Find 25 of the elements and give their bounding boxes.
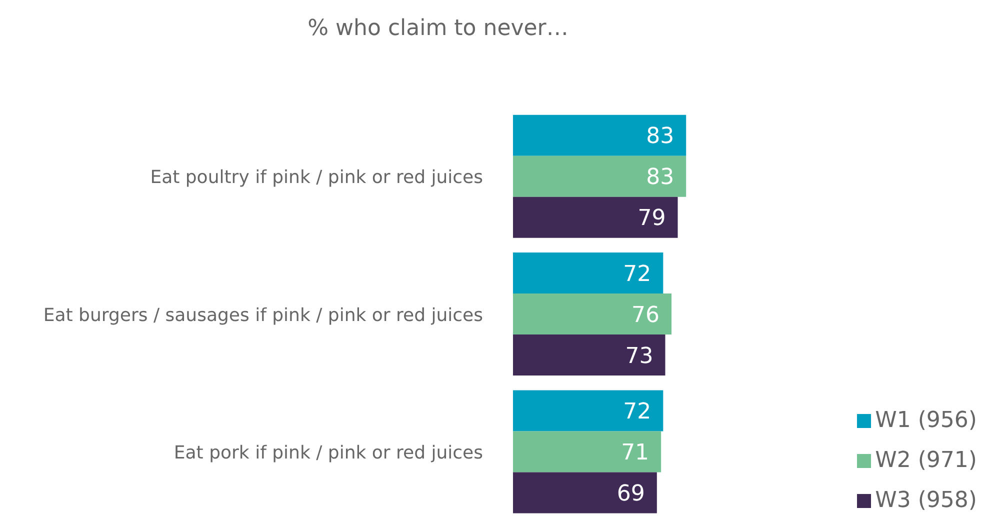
bar [513, 294, 672, 335]
bar [513, 252, 664, 294]
bar [513, 334, 666, 376]
legend-label: W2 (971) [875, 448, 977, 473]
data-label: 72 [623, 400, 652, 425]
data-label: 83 [646, 165, 674, 190]
bar [513, 431, 662, 472]
bar [513, 196, 678, 238]
y-tick-label: Eat poultry if pink / pink or red juices [150, 167, 483, 188]
data-label: 76 [631, 302, 660, 328]
legend-label: W1 (956) [875, 408, 977, 433]
bar [513, 390, 664, 432]
data-label: 69 [616, 482, 645, 507]
legend-label: W3 (958) [875, 488, 977, 513]
bar [513, 156, 686, 197]
y-tick-label: Eat burgers / sausages if pink / pink or red juices [43, 304, 483, 326]
data-label: 79 [638, 206, 666, 232]
data-label: 72 [623, 262, 652, 287]
bar [513, 114, 686, 156]
data-label: 83 [646, 124, 674, 150]
data-label: 73 [625, 344, 654, 369]
bar [513, 472, 657, 514]
data-label: 71 [621, 440, 650, 466]
chart-title: % who claim to never… [306, 15, 570, 43]
y-tick-label: Eat pork if pink / pink or red juices [174, 442, 483, 464]
